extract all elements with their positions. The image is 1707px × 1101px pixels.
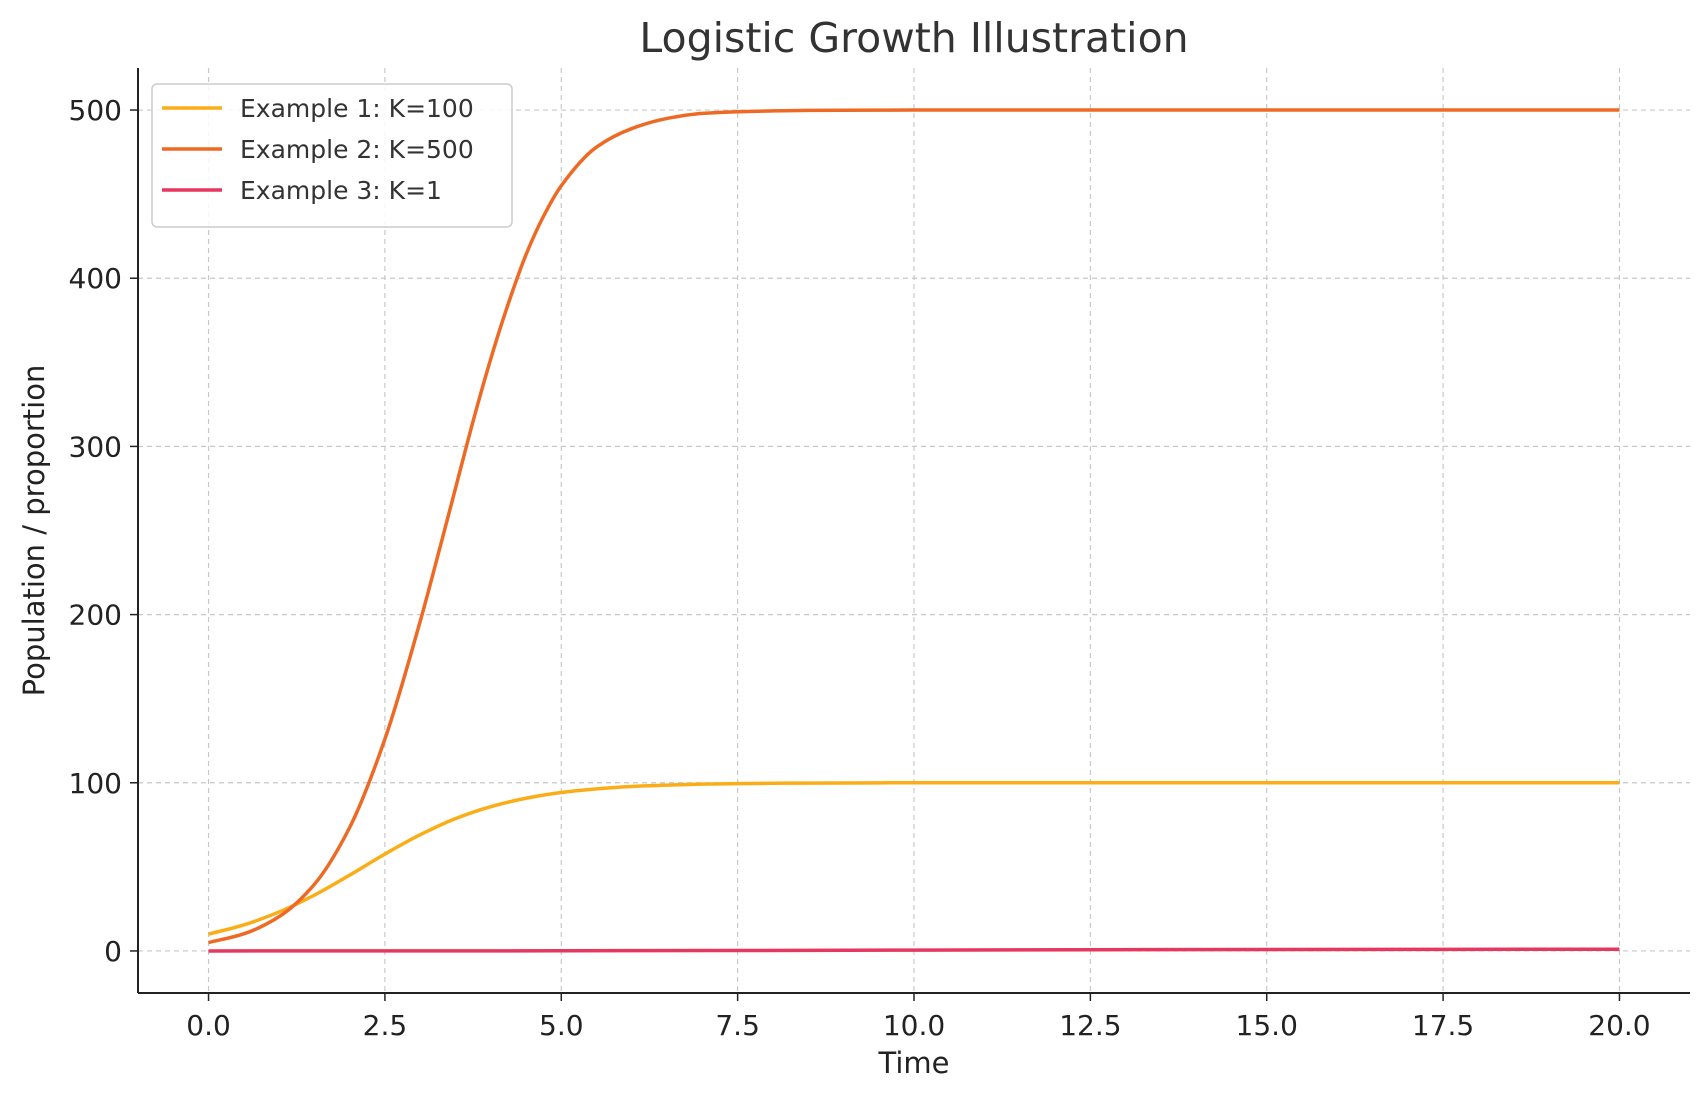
x-tick-label: 12.5 — [1059, 1009, 1121, 1042]
x-tick-label: 0.0 — [186, 1009, 231, 1042]
x-axis-label: Time — [878, 1046, 950, 1080]
series-lines — [208, 108, 1620, 953]
x-tick-label: 20.0 — [1588, 1009, 1650, 1042]
x-tick-label: 5.0 — [539, 1009, 584, 1042]
legend-label: Example 3: K=1 — [240, 176, 442, 205]
y-tick-label: 500 — [69, 94, 122, 127]
y-axis-label: Population / proportion — [17, 365, 51, 697]
chart-title: Logistic Growth Illustration — [639, 14, 1188, 62]
x-tick-label: 7.5 — [715, 1009, 760, 1042]
ticks: 0.0 2.5 5.0 7.5 10.0 12.5 15.0 17.5 20.0 0 100 200 3… — [69, 94, 1651, 1042]
x-tick-label: 15.0 — [1236, 1009, 1298, 1042]
y-tick-label: 200 — [69, 599, 122, 632]
x-tick-label: 10.0 — [883, 1009, 945, 1042]
y-tick-label: 300 — [69, 430, 122, 463]
series-line-1 — [208, 781, 1620, 936]
series-line-2 — [208, 108, 1620, 945]
x-tick-label: 2.5 — [363, 1009, 408, 1042]
x-tick-label: 17.5 — [1412, 1009, 1474, 1042]
legend-label: Example 1: K=100 — [240, 94, 474, 123]
y-tick-label: 0 — [104, 935, 122, 968]
legend-label: Example 2: K=500 — [240, 135, 474, 164]
y-tick-label: 100 — [69, 767, 122, 800]
legend-box — [151, 83, 513, 228]
series-line-3 — [208, 947, 1620, 953]
y-tick-label: 400 — [69, 262, 122, 295]
legend: Example 1: K=100 Example 2: K=500 Example … — [151, 83, 513, 228]
